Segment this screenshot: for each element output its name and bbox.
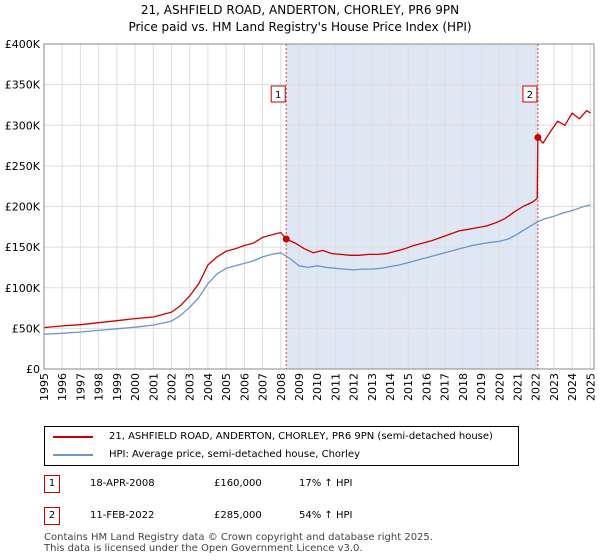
y-tick-label: £250K — [5, 160, 41, 173]
x-tick-label: 2009 — [293, 373, 306, 401]
chart-title-line-1: 21, ASHFIELD ROAD, ANDERTON, CHORLEY, PR… — [140, 3, 460, 17]
x-tick-label: 1997 — [74, 373, 87, 401]
price-chart: £0 £50K £100K £150K £200K £250K £300K £350K £400… — [5, 38, 598, 401]
y-tick-label: £150K — [5, 241, 41, 254]
footer-attribution: Contains HM Land Registry data © Crown c… — [44, 532, 433, 554]
sale-marker-label: 2 — [527, 90, 533, 101]
legend-swatch-property — [53, 436, 93, 438]
x-tick-label: 2020 — [493, 373, 506, 401]
y-tick-label: £350K — [5, 79, 41, 92]
x-tick-label: 1999 — [111, 373, 124, 401]
footer-copyright: Contains HM Land Registry data © Crown c… — [44, 532, 433, 543]
transaction-marker-badge: 1 — [44, 475, 60, 493]
legend-swatch-hpi — [53, 454, 93, 456]
transaction-date: 18-APR-2008 — [90, 478, 155, 489]
legend-label-property: 21, ASHFIELD ROAD, ANDERTON, CHORLEY, PR… — [109, 431, 493, 442]
y-tick-label: £300K — [5, 119, 41, 132]
x-tick-label: 2017 — [439, 373, 452, 401]
transaction-marker-badge: 2 — [44, 507, 60, 525]
transaction-price: £160,000 — [214, 478, 262, 489]
x-tick-label: 2016 — [420, 373, 433, 401]
x-tick-label: 2023 — [548, 373, 561, 401]
x-tick-label: 2004 — [202, 373, 215, 401]
sale-marker-box — [522, 85, 538, 103]
x-tick-label: 2011 — [329, 373, 342, 401]
x-tick-label: 2021 — [512, 373, 525, 401]
x-tick-label: 2000 — [129, 373, 142, 401]
plot-border — [43, 43, 595, 370]
y-tick-label: £100K — [5, 282, 41, 295]
footer-license: This data is licensed under the Open Gov… — [44, 543, 363, 554]
legend-label-hpi: HPI: Average price, semi-detached house,… — [109, 449, 361, 460]
y-tick-label: £50K — [12, 322, 41, 335]
x-tick-label: 1995 — [38, 373, 51, 401]
x-tick-label: 2006 — [238, 373, 251, 401]
y-tick-label: £200K — [5, 201, 41, 214]
sale-point — [534, 133, 542, 141]
transaction-hpi-change: 54% ↑ HPI — [299, 510, 353, 521]
x-tick-label: 2007 — [257, 373, 270, 401]
property-price-line — [43, 109, 591, 329]
x-tick-label: 2010 — [311, 373, 324, 401]
sale-point — [282, 235, 290, 243]
x-tick-label: 2005 — [220, 373, 233, 401]
transaction-date: 11-FEB-2022 — [90, 510, 155, 521]
x-tick-label: 2013 — [366, 373, 379, 401]
x-tick-label: 2002 — [165, 373, 178, 401]
x-tick-label: 2008 — [275, 373, 288, 401]
transaction-hpi-change: 17% ↑ HPI — [299, 478, 353, 489]
x-tick-label: 2018 — [457, 373, 470, 401]
sale-marker-box — [270, 85, 286, 103]
x-tick-label: 2003 — [184, 373, 197, 401]
y-tick-label: £0 — [26, 363, 40, 376]
x-tick-label: 1998 — [93, 373, 106, 401]
chart-title-line-2: Price paid vs. HM Land Registry's House … — [128, 20, 472, 34]
hpi-line — [43, 204, 591, 335]
x-tick-label: 2024 — [566, 373, 579, 401]
legend: 21, ASHFIELD ROAD, ANDERTON, CHORLEY, PR… — [44, 426, 519, 466]
transaction-price: £285,000 — [214, 510, 262, 521]
y-tick-label: £400K — [5, 38, 41, 51]
sale-marker-label: 1 — [275, 90, 281, 101]
x-tick-label: 1996 — [56, 373, 69, 401]
x-tick-label: 2015 — [402, 373, 415, 401]
x-tick-label: 2012 — [348, 373, 361, 401]
x-tick-label: 2019 — [475, 373, 488, 401]
x-tick-label: 2001 — [147, 373, 160, 401]
x-tick-label: 2014 — [384, 373, 397, 401]
x-tick-label: 2022 — [530, 373, 543, 401]
x-tick-label: 2025 — [584, 373, 597, 401]
